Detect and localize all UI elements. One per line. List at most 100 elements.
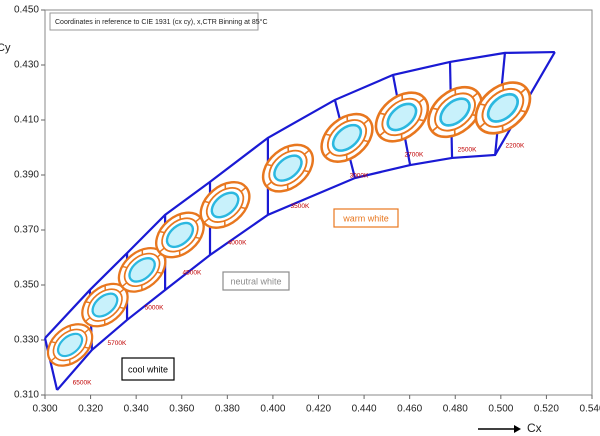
bin-spoke [141,284,143,291]
bin-spoke [121,282,128,288]
bin-divider [43,337,59,391]
bin-spoke [520,87,527,94]
bin-spoke [363,118,370,125]
bin-spoke [502,84,505,91]
bin-spoke [303,149,311,155]
x-tick-label: 0.540 [579,404,600,415]
bin-spoke [287,146,290,152]
bin-spoke [431,107,439,111]
bin-inner-ring [381,97,423,137]
bin-spoke [479,103,486,107]
bin-spoke [324,133,331,137]
bin-spoke [84,328,90,334]
bin-spoke [223,220,226,227]
bin-spoke [400,133,403,140]
bin [474,81,532,135]
cct-label: 3000K [350,173,369,180]
bin-spoke [159,230,165,234]
cct-label: 4000K [228,240,247,247]
bin-spoke [50,356,56,362]
bin-spoke [84,317,91,323]
bin [261,143,315,193]
bin-spoke [363,139,370,143]
bin-spoke [418,118,425,122]
x-tick-label: 0.380 [215,404,240,415]
x-axis-label: Cx [527,421,542,435]
bin-spoke [69,359,71,365]
bin-spoke [471,92,479,99]
bin-core [128,257,156,283]
bin-core [56,332,84,358]
bin-spoke [286,184,289,190]
bin-spoke [501,125,504,132]
bin-inner-ring [161,217,199,253]
bin [117,247,167,293]
bin-spoke [69,325,72,331]
bin-spoke [224,183,227,190]
cct-label: 2700K [405,152,424,159]
bin [320,112,374,163]
bin-spoke [179,214,182,220]
bin-spoke [324,151,331,157]
bin-spoke [119,306,125,310]
x-tick-label: 0.400 [260,404,285,415]
region-label: neutral white [230,276,281,286]
bin-core [165,221,195,249]
cct-label: 2200K [505,143,524,150]
bin-spoke [178,250,181,256]
bin-spoke [454,88,457,95]
y-tick-label: 0.430 [14,60,39,71]
bin-spoke [85,301,91,304]
bin-core [210,191,240,219]
x-tick-label: 0.360 [169,404,194,415]
y-axis-label: Cy [0,42,11,54]
x-tick-label: 0.440 [352,404,377,415]
y-tick-label: 0.350 [14,280,39,291]
bin-spoke [84,346,90,349]
region-box [333,208,399,228]
bin-spoke [378,130,386,137]
bin-core [386,102,418,132]
cct-label: 3500K [291,203,310,210]
bin [427,85,483,139]
bin-spoke [50,341,56,344]
x-tick-label: 0.480 [443,404,468,415]
region-box [121,357,175,381]
x-tick-label: 0.340 [124,404,149,415]
bin-core [439,97,471,127]
bin-spoke [203,200,210,204]
x-axis-arrow-head [514,425,521,433]
cct-label: 6500K [73,380,92,387]
bin [46,323,94,367]
y-tick-label: 0.310 [14,390,39,401]
plot-frame [44,9,593,396]
x-tick-label: 0.300 [32,404,57,415]
bin-spoke [520,109,527,113]
bin [81,282,129,328]
bin-spoke [203,217,210,224]
y-tick-label: 0.390 [14,170,39,181]
x-tick-label: 0.500 [488,404,513,415]
bin-inner-ring [52,328,88,362]
bin-spoke [195,217,201,223]
bin-spoke [379,112,386,116]
bin [199,181,251,229]
bin-core [486,92,519,123]
annotation-box [49,12,259,31]
bin-inner-ring [87,288,123,322]
bin-spoke [104,285,106,291]
y-tick-label: 0.330 [14,335,39,346]
x-tick-label: 0.420 [306,404,331,415]
bin-spoke [156,271,163,274]
bin-spoke [346,115,349,122]
cct-label: 4500K [183,270,202,277]
region-box [222,271,290,291]
bin [374,91,430,143]
bin-spoke [265,181,273,187]
y-tick-label: 0.370 [14,225,39,236]
y-tick-label: 0.410 [14,115,39,126]
bin-spoke [240,206,247,210]
x-tick-label: 0.520 [534,404,559,415]
region-label: warm white [342,213,389,223]
